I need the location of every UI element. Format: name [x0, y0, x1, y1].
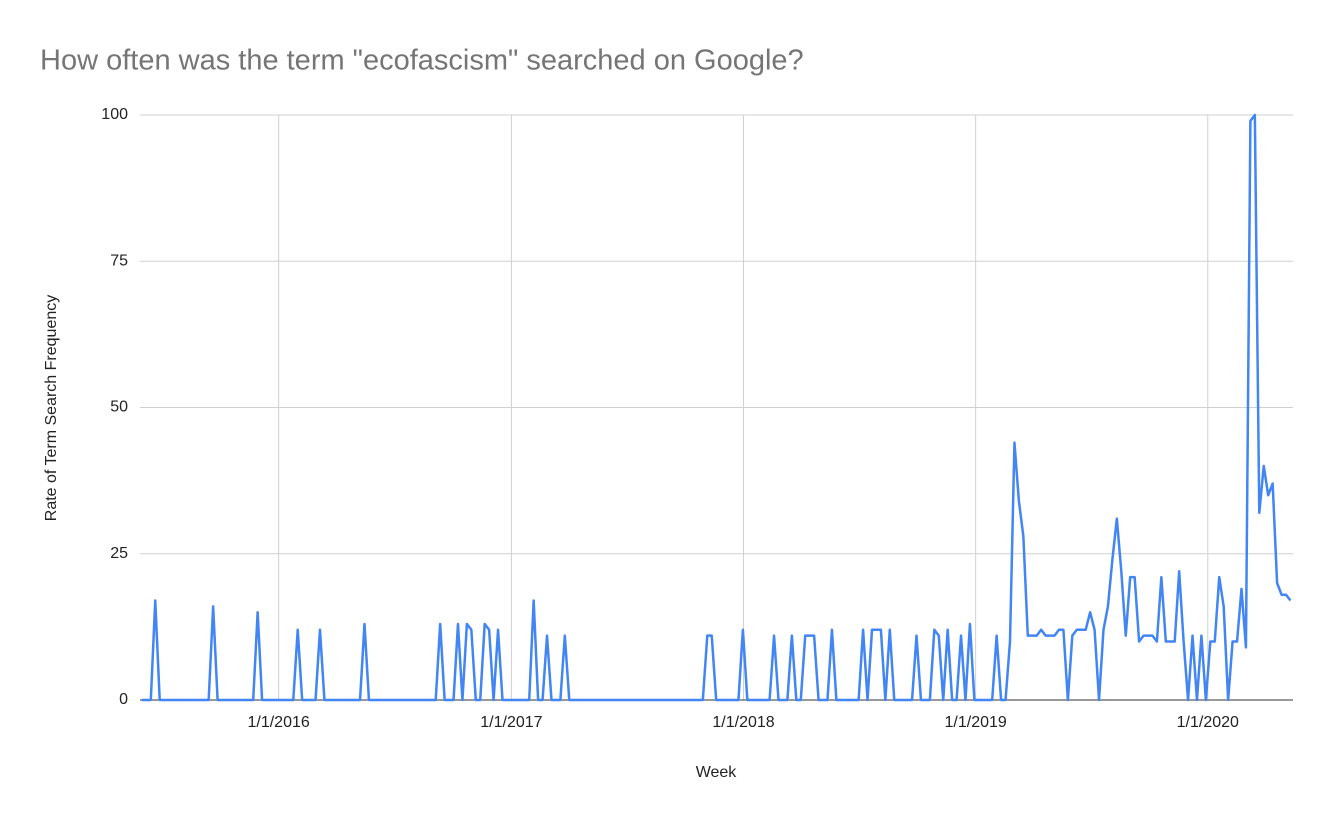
y-tick-label: 100: [101, 106, 128, 123]
x-tick-label: 1/1/2019: [945, 714, 1007, 731]
x-axis-label: Week: [696, 764, 738, 781]
y-tick-label: 25: [110, 545, 128, 562]
x-tick-label: 1/1/2017: [480, 714, 542, 731]
x-tick-label: 1/1/2020: [1177, 714, 1239, 731]
y-tick-label: 0: [119, 691, 128, 708]
x-tick-label: 1/1/2018: [712, 714, 774, 731]
y-tick-label: 50: [110, 399, 128, 416]
x-tick-label: 1/1/2016: [247, 714, 309, 731]
y-tick-label: 75: [110, 252, 128, 269]
chart-title: How often was the term "ecofascism" sear…: [40, 45, 804, 77]
y-axis-label: Rate of Term Search Frequency: [43, 295, 60, 521]
data-line: [141, 113, 1292, 702]
